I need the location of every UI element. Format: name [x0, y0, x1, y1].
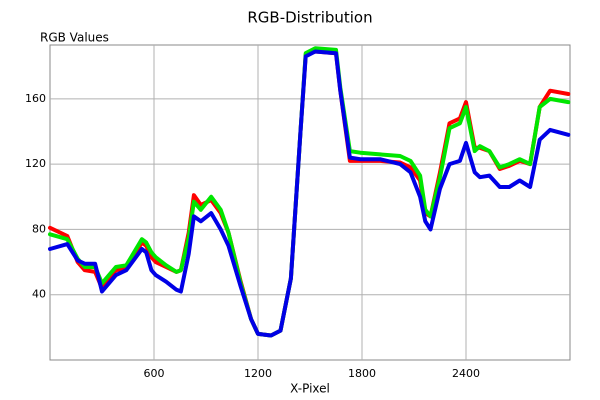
data-line	[48, 46, 571, 338]
x-tick-label: 1800	[348, 367, 376, 380]
y-tick-label: 80	[32, 222, 46, 235]
x-axis-label: X-Pixel	[290, 382, 330, 396]
x-tick-label: 600	[144, 367, 165, 380]
y-tick-label: 120	[25, 157, 46, 170]
y-tick-label: 40	[32, 288, 46, 301]
data-line	[48, 49, 571, 338]
plot-frame	[49, 44, 571, 361]
y-tick-label: 160	[25, 92, 46, 105]
chart-title: RGB-Distribution	[247, 9, 372, 27]
x-tick-label: 2400	[452, 367, 480, 380]
y-axis-label: RGB Values	[40, 31, 109, 45]
x-tick-label: 1200	[244, 367, 272, 380]
data-line	[48, 49, 571, 338]
